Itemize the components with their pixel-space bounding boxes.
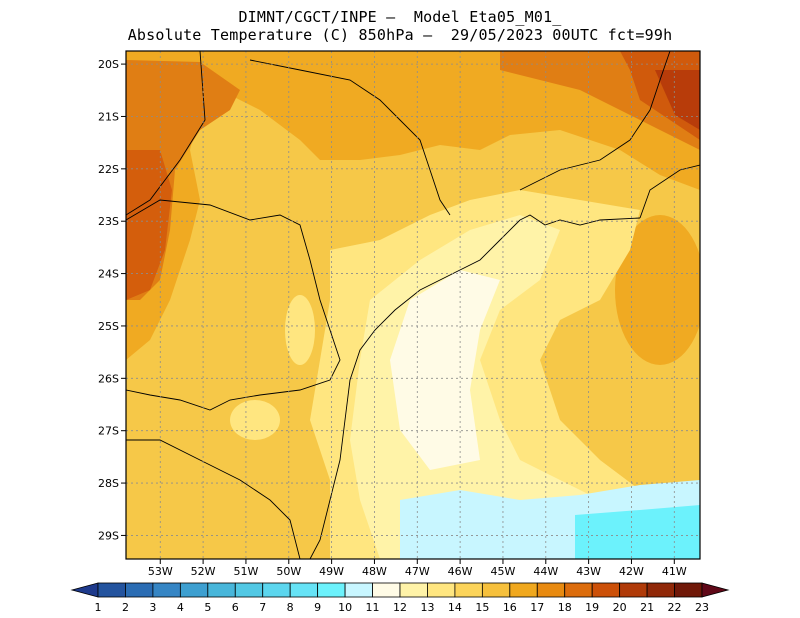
colorbar-label: 15 <box>475 601 489 614</box>
colorbar-box <box>152 582 181 598</box>
lon-label: 46W <box>448 565 473 578</box>
lon-label: 48W <box>362 565 387 578</box>
colorbar-label: 3 <box>149 601 156 614</box>
coastline-and-borders <box>126 51 700 559</box>
lon-label: 53W <box>148 565 173 578</box>
colorbar-box <box>317 582 346 598</box>
colorbar-label: 5 <box>204 601 211 614</box>
field-region-14-patch-2 <box>285 295 315 365</box>
coastline-northeast <box>639 164 700 219</box>
lon-label: 45W <box>491 565 516 578</box>
lat-label: 21S <box>98 110 119 123</box>
field-region-9 <box>575 505 700 559</box>
colorbar-arrow-low <box>70 582 99 598</box>
colorbar-label: 10 <box>338 601 352 614</box>
temperature-field <box>126 51 700 559</box>
field-region-11-center <box>390 270 500 470</box>
state-border-sp-mg <box>249 59 451 216</box>
colorbar-label: 21 <box>640 601 654 614</box>
field-region-17-east-patch <box>615 215 700 365</box>
field-region-14-patch <box>230 400 280 440</box>
lat-label: 28S <box>98 477 119 490</box>
colorbar-label: 6 <box>232 601 239 614</box>
longitude-labels: 53W 52W 51W 50W 49W 48W 47W 46W 45W 44W 43W 42W 41W <box>148 559 687 578</box>
colorbar-box <box>564 582 593 598</box>
colorbar-box <box>509 582 538 598</box>
lat-label: 29S <box>98 529 119 542</box>
colorbar-label: 13 <box>420 601 434 614</box>
map-frame <box>125 50 701 560</box>
colorbar-label: 16 <box>503 601 517 614</box>
colorbar-box <box>454 582 483 598</box>
state-border-parana <box>126 199 341 411</box>
lat-label: 22S <box>98 163 119 176</box>
chart-title-line-2: Absolute Temperature (C) 850hPa – 29/05/… <box>127 26 673 44</box>
colorbar-box <box>536 582 566 598</box>
lat-label: 25S <box>98 320 119 333</box>
colorbar-box <box>591 582 621 598</box>
colorbar-box <box>646 582 675 598</box>
colorbar-label: 19 <box>585 601 599 614</box>
colorbar-box <box>234 582 264 598</box>
colorbar-label: 18 <box>558 601 572 614</box>
colorbar-label: 23 <box>695 601 709 614</box>
lat-label: 24S <box>98 268 119 281</box>
colorbar-box <box>427 582 456 598</box>
colorbar-label: 17 <box>530 601 544 614</box>
colorbar-label: 8 <box>287 601 294 614</box>
colorbar-label: 9 <box>314 601 321 614</box>
lat-lon-grid <box>126 51 700 559</box>
colorbar-box <box>125 582 154 598</box>
coastline-north <box>519 214 641 226</box>
field-region-20-east <box>655 70 700 130</box>
lat-label: 26S <box>98 372 119 385</box>
state-border-mg-rj <box>519 51 671 191</box>
colorbar-label: 14 <box>448 601 462 614</box>
colorbar-box <box>399 582 428 598</box>
colorbar-box <box>97 582 126 598</box>
colorbar-label: 20 <box>613 601 627 614</box>
coastline-south <box>309 219 521 559</box>
lat-label: 20S <box>98 58 119 71</box>
colorbar-box <box>344 582 373 598</box>
lon-label: 51W <box>234 565 259 578</box>
lon-label: 41W <box>662 565 687 578</box>
lon-label: 49W <box>319 565 344 578</box>
lon-label: 52W <box>191 565 216 578</box>
lon-label: 50W <box>276 565 301 578</box>
colorbar-box <box>372 582 401 598</box>
colorbar-arrow-high <box>701 582 730 598</box>
colorbar: 1 2 3 4 5 6 7 8 9 10 11 12 13 14 15 16 17 18 19 20 21 22 23 <box>70 582 730 614</box>
state-border-rs <box>126 439 301 559</box>
colorbar-box <box>481 582 511 598</box>
lon-label: 43W <box>576 565 601 578</box>
colorbar-label: 4 <box>177 601 184 614</box>
colorbar-label: 11 <box>366 601 380 614</box>
lat-label: 23S <box>98 215 119 228</box>
colorbar-box <box>179 582 209 598</box>
latitude-labels: 20S 21S 22S 23S 24S 25S 26S 27S 28S 29S <box>98 58 126 542</box>
colorbar-box <box>289 582 319 598</box>
colorbar-box <box>207 582 236 598</box>
colorbar-label: 7 <box>259 601 266 614</box>
colorbar-box <box>262 582 291 598</box>
colorbar-label: 2 <box>122 601 129 614</box>
colorbar-label: 22 <box>668 601 682 614</box>
colorbar-label: 1 <box>95 601 102 614</box>
colorbar-box <box>619 582 648 598</box>
field-region-17 <box>126 51 700 360</box>
lat-label: 27S <box>98 425 119 438</box>
lon-label: 42W <box>619 565 644 578</box>
colorbar-box <box>674 582 703 598</box>
colorbar-label: 12 <box>393 601 407 614</box>
lon-label: 47W <box>405 565 430 578</box>
chart-title-line-1: DIMNT/CGCT/INPE – Model Eta05_M01_ <box>238 8 562 26</box>
lon-label: 44W <box>533 565 558 578</box>
